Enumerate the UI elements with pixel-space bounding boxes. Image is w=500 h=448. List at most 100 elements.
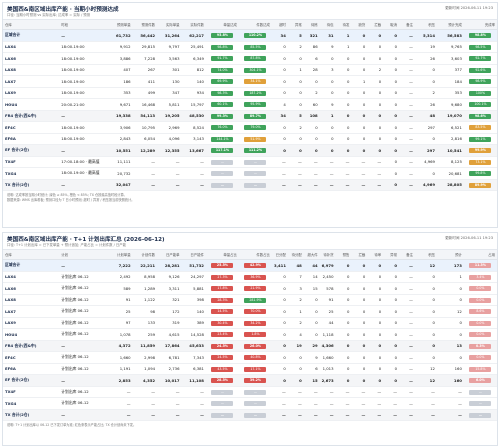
cell: —: [335, 156, 352, 168]
warehouse: FR4 合计(西&中): [3, 110, 60, 122]
cell: 0: [335, 317, 352, 329]
bar-cell: —: [205, 409, 239, 421]
progress-pill: 34.2%: [244, 320, 267, 326]
bar-cell: 8.6%: [463, 305, 497, 318]
cell: 0: [287, 98, 304, 111]
cell: —: [367, 179, 384, 191]
row: EF 合计(2仓) —10,551 12,289 12,355 13,667 117.1%…: [3, 144, 497, 157]
cell: —: [399, 374, 415, 387]
column-header: 计划: [59, 250, 109, 260]
bar-cell: 15.8%: [463, 363, 497, 375]
cell: —: [414, 386, 437, 398]
column-header: 实际单量: [157, 20, 182, 30]
cell: 18:00-19:00: [59, 121, 109, 134]
column-header: 待拣: [303, 20, 320, 30]
cell: —: [303, 409, 320, 421]
cell: 0: [351, 271, 368, 283]
progress-pill: —: [211, 412, 234, 418]
cell: —: [303, 167, 320, 180]
cell: —: [335, 167, 352, 180]
cell: 0: [319, 87, 336, 99]
cell: 2,969: [157, 121, 182, 134]
cell: —: [157, 397, 182, 410]
cell: —: [181, 386, 206, 398]
column-header: 预售: [335, 250, 352, 260]
cell: 10,541: [436, 144, 464, 157]
cell: 0: [287, 374, 304, 387]
cell: —: [399, 271, 415, 283]
column-header: 备注: [399, 250, 415, 260]
cell: 86: [303, 41, 320, 53]
cell: 10,795: [132, 121, 158, 134]
row: EF6A 18:00-19:00 2,843 6,054 4,096 3,143 144.1…: [3, 133, 497, 145]
cell: 6,979: [319, 259, 336, 272]
progress-pill: 17.8%: [211, 286, 234, 292]
panel-meta: 更新时间 2026-06-11 19:23: [445, 236, 493, 240]
cell: 0: [367, 110, 384, 122]
cell: 4: [271, 98, 288, 111]
cell: —: [59, 144, 109, 157]
cell: 计划出库 06-12: [59, 282, 109, 295]
cell: 12: [436, 305, 464, 318]
row: TXG4 计划出库 06-12— — — — — — — — — — — — — — — — — —: [3, 397, 497, 410]
cell: —: [351, 386, 368, 398]
bar-cell: 304.1%: [238, 64, 272, 76]
progress-pill: —: [244, 412, 267, 418]
cell: 0: [271, 340, 288, 352]
cell: 0: [414, 305, 437, 318]
cell: 3: [319, 64, 336, 76]
progress-pill: 98.3%: [211, 90, 234, 96]
cell: —: [181, 409, 206, 421]
cell: 0: [303, 75, 320, 88]
cell: 0: [335, 374, 352, 387]
progress-pill: 17.1%: [244, 366, 267, 372]
cell: 0: [335, 294, 352, 306]
cell: 319: [157, 317, 182, 329]
bar-cell: 98.5%: [463, 41, 497, 53]
cell: 0: [335, 305, 352, 318]
cell: 2,998: [132, 351, 158, 364]
cell: 1: [287, 64, 304, 76]
cell: 计划出库 06-12: [59, 317, 109, 329]
cell: 0: [335, 110, 352, 122]
progress-pill: 25.5%: [211, 263, 234, 269]
cell: 2: [414, 87, 437, 99]
panel-title: 美国西&南区域出库产能 · T+1 计划出库汇总 (2026-06-12): [7, 237, 165, 243]
progress-pill: 24.5%: [211, 343, 234, 349]
cell: 0: [414, 75, 437, 88]
cell: 0: [414, 133, 437, 145]
progress-pill: 76.0%: [211, 125, 234, 131]
bar-cell: 1.8%: [238, 328, 272, 341]
column-header: 积压: [414, 20, 437, 30]
cell: 5,881: [181, 282, 206, 295]
cell: 0: [271, 52, 288, 65]
cell: —: [59, 259, 109, 272]
panel-current: 美国西&南区域出库产能 · 当期小时预测达成 口径: 当期小时预测 vs 实际出…: [2, 2, 498, 228]
row: TX 合计(2仓) — — — — — — — — — — — — — — — — — — —: [3, 409, 497, 421]
cell: 11,108: [181, 374, 206, 387]
cell: 0: [351, 64, 368, 76]
progress-pill: 0.0%: [469, 332, 492, 338]
cell: 18:00-19:00: [59, 41, 109, 53]
cell: 407: [108, 64, 133, 76]
bar-cell: 99.3%: [205, 110, 239, 122]
cell: —: [399, 41, 415, 53]
cell: 0: [351, 282, 368, 295]
cell: 812: [181, 64, 206, 76]
progress-pill: 0.3%: [469, 343, 492, 349]
cell: 0: [367, 351, 384, 364]
cell: —: [335, 179, 352, 191]
cell: 0: [303, 305, 320, 318]
progress-pill: 117.1%: [211, 148, 234, 154]
cell: —: [399, 110, 415, 122]
cell: 0: [351, 294, 368, 306]
cell: 0: [287, 363, 304, 375]
cell: 2,673: [319, 374, 336, 387]
cell: —: [319, 397, 336, 410]
cell: 4,372: [108, 340, 133, 352]
bar-cell: —: [205, 156, 239, 168]
cell: —: [271, 397, 288, 410]
cell: 6,381: [181, 363, 206, 375]
cell: 130: [157, 75, 182, 88]
bar-cell: 74.0%: [205, 64, 239, 76]
